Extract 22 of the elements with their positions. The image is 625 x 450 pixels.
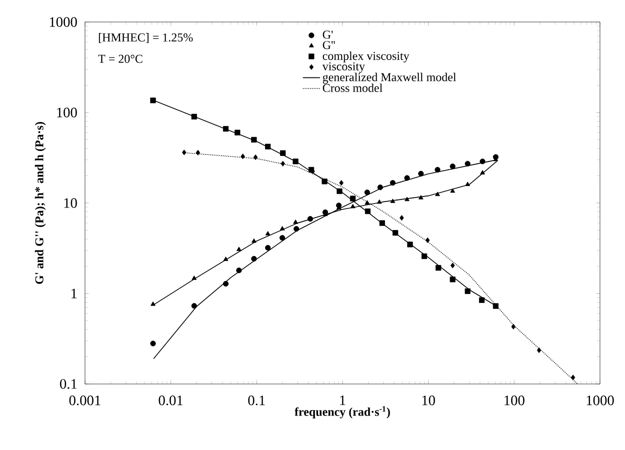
y-tick-label: 1000 bbox=[50, 17, 77, 27]
legend-label: G' bbox=[322, 30, 333, 39]
x-tick-label: 100 bbox=[504, 396, 524, 406]
x-tick-label: 1 bbox=[340, 396, 346, 406]
x-axis-title: frequency (rad·s$^{-1}$) bbox=[294, 406, 390, 418]
x-tick-label: 0.1 bbox=[248, 396, 265, 406]
legend-label: G'' bbox=[322, 41, 335, 50]
x-tick-label: 1000 bbox=[586, 396, 614, 406]
y-tick-label: 100 bbox=[57, 108, 77, 118]
y-tick-label: 0.1 bbox=[60, 379, 77, 389]
annotation: [HMHEC] = 1.25% bbox=[98, 33, 193, 43]
y-tick-label: 10 bbox=[64, 198, 77, 208]
legend-label: viscosity bbox=[322, 62, 365, 73]
x-tick-label: 10 bbox=[422, 396, 435, 406]
legend-label: complex viscosity bbox=[322, 52, 410, 62]
y-axis-title: G' and G'' (Pa); h* and h (Pa·s) bbox=[34, 122, 46, 284]
x-tick-label: 0.001 bbox=[69, 396, 100, 406]
legend-label: generalized Maxwell model bbox=[322, 72, 456, 84]
legend-label: Cross model bbox=[322, 84, 382, 92]
y-tick-label: 1 bbox=[72, 288, 77, 298]
x-tick-label: 0.01 bbox=[158, 396, 183, 406]
annotation: T = 20°C bbox=[98, 54, 142, 63]
